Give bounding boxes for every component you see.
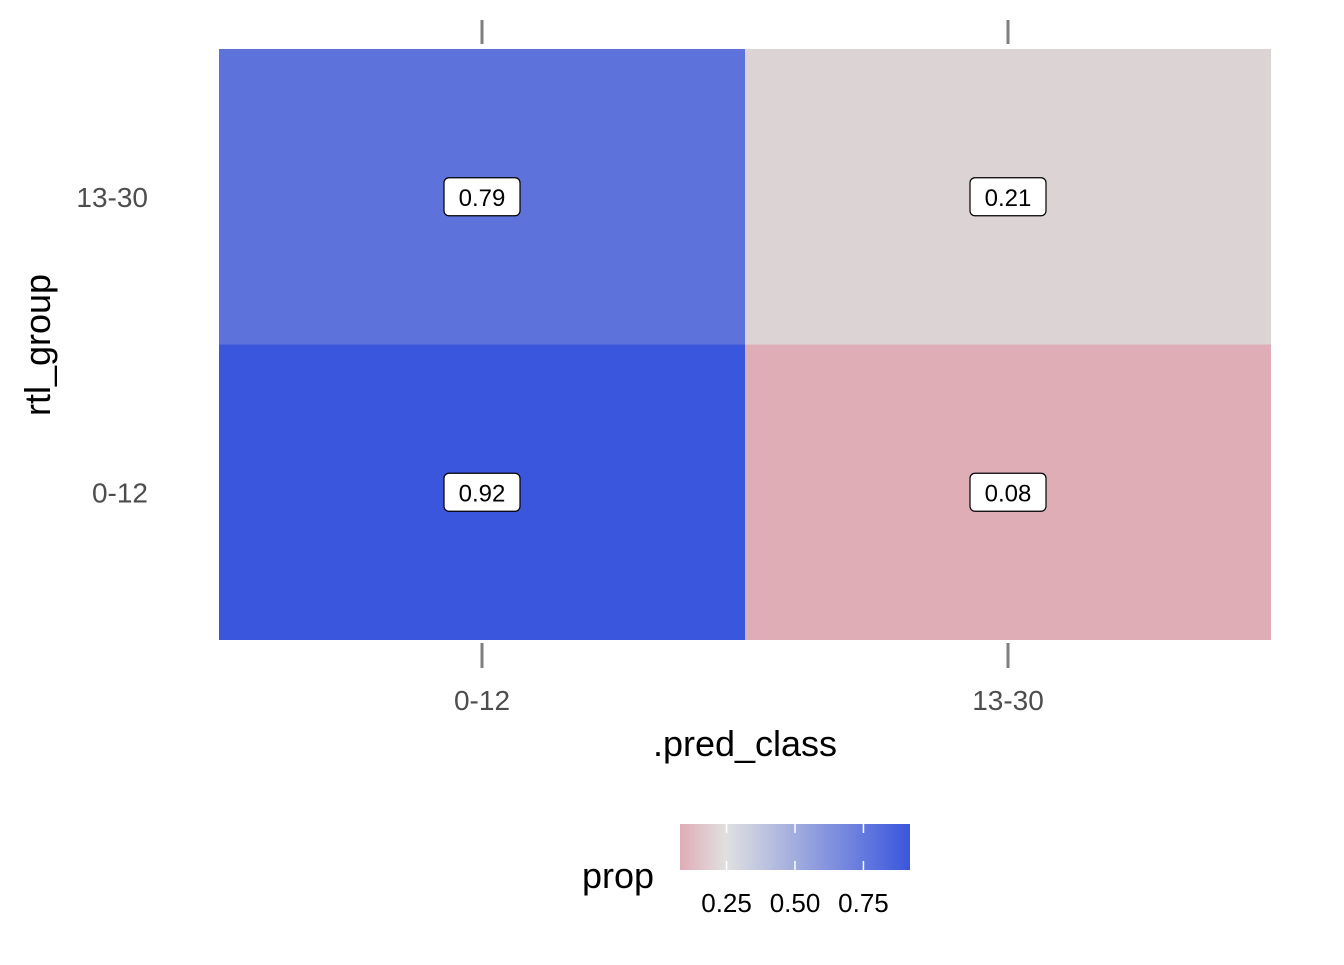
cell-label: 0.21	[969, 177, 1047, 217]
cell-label: 0.79	[443, 177, 521, 217]
y-tick-label: 13-30	[76, 182, 148, 213]
legend-title: prop	[582, 855, 654, 896]
legend-tick-label: 0.50	[770, 888, 821, 918]
x-tick-label: 0-12	[454, 685, 510, 716]
cell-label-box	[969, 472, 1047, 512]
heatmap-cells	[219, 49, 1271, 640]
cell-label-box	[443, 472, 521, 512]
cell-label: 0.08	[969, 472, 1047, 512]
y-axis-title: rtl_group	[17, 274, 58, 416]
legend-tick-label: 0.25	[701, 888, 752, 918]
cell-labels: 0.79 0.21 0.92 0.08	[443, 177, 1047, 512]
x-tick-label: 13-30	[972, 685, 1044, 716]
x-axis-title: .pred_class	[653, 723, 837, 764]
cell-label-text: 0.79	[459, 185, 506, 212]
cell-label-text: 0.08	[985, 480, 1032, 507]
cell-label-text: 0.92	[459, 480, 506, 507]
legend: prop 0.25 0.50 0.75	[582, 824, 910, 918]
cell-label-box	[443, 177, 521, 217]
legend-ticks	[725, 824, 865, 870]
y-tick-label: 0-12	[92, 477, 148, 508]
cell-label: 0.92	[443, 472, 521, 512]
axis-tick-labels: 0-12 13-30 0-12 13-30	[76, 182, 1043, 716]
legend-tick-labels: 0.25 0.50 0.75	[701, 888, 889, 918]
cell-label-box	[969, 177, 1047, 217]
cell-label-text: 0.21	[985, 185, 1032, 212]
axis-ticks	[480, 20, 1010, 668]
legend-tick-label: 0.75	[838, 888, 889, 918]
